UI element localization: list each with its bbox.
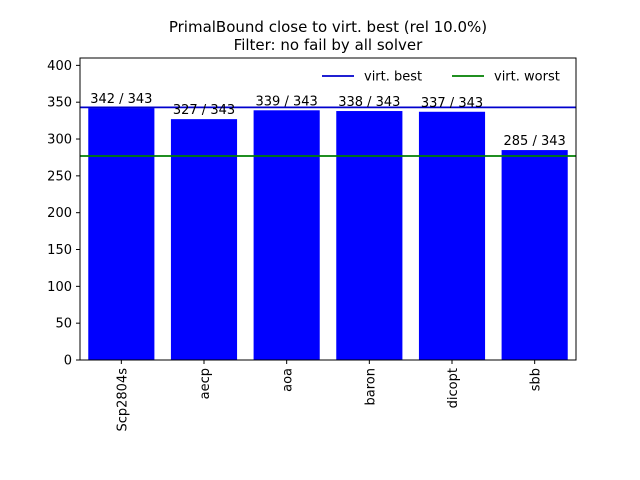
bar-aoa bbox=[253, 110, 320, 360]
y-tick-label: 100 bbox=[47, 280, 72, 295]
bar-baron bbox=[336, 111, 403, 360]
y-tick-label: 150 bbox=[47, 243, 72, 258]
y-tick-label: 350 bbox=[47, 96, 72, 111]
chart-title-line1: PrimalBound close to virt. best (rel 10.… bbox=[169, 18, 487, 36]
x-tick-label: Scp2804s bbox=[115, 368, 130, 432]
bar-label: 337 / 343 bbox=[421, 96, 483, 111]
chart-title-line2: Filter: no fail by all solver bbox=[234, 36, 423, 54]
y-tick-label: 250 bbox=[47, 169, 72, 184]
y-tick-label: 50 bbox=[55, 317, 72, 332]
bar-Scp2804s bbox=[88, 108, 155, 361]
x-tick-label: baron bbox=[363, 368, 378, 405]
y-tick-label: 400 bbox=[47, 59, 72, 74]
bar-dicopt bbox=[418, 111, 486, 361]
bar-label: 285 / 343 bbox=[504, 134, 566, 149]
x-tick-label: aoa bbox=[281, 368, 296, 392]
bar-label: 342 / 343 bbox=[90, 92, 152, 107]
y-tick-label: 0 bbox=[64, 354, 72, 369]
plot-area: 342 / 343 327 / 343 339 / 343 338 / 343 337 … bbox=[47, 57, 577, 432]
bar-aecp bbox=[170, 119, 238, 360]
bar-label: 339 / 343 bbox=[256, 94, 318, 109]
bar-label: 338 / 343 bbox=[338, 95, 400, 110]
y-tick-label: 200 bbox=[47, 206, 72, 221]
y-tick-label: 300 bbox=[47, 133, 72, 148]
legend-label: virt. worst bbox=[494, 70, 560, 85]
legend-label: virt. best bbox=[364, 70, 422, 85]
x-tick-label: sbb bbox=[529, 368, 544, 391]
x-tick-label: dicopt bbox=[446, 368, 461, 408]
axes-frame bbox=[79, 57, 577, 361]
bar-sbb bbox=[501, 150, 568, 360]
bar-label: 327 / 343 bbox=[173, 103, 235, 118]
x-tick-label: aecp bbox=[198, 368, 213, 399]
